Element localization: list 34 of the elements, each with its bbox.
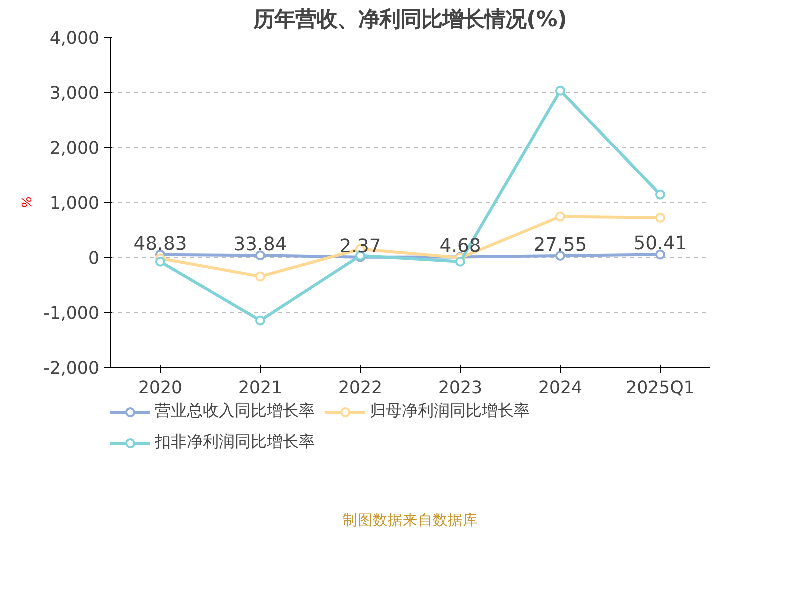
data-label: 27.55 [534, 234, 588, 256]
x-tick-label: 2024 [538, 378, 583, 398]
point [556, 212, 566, 222]
point [456, 256, 466, 267]
x-tick-label: 2025Q1 [626, 378, 695, 398]
data-label: 33.84 [234, 234, 288, 256]
point [656, 250, 666, 260]
point [656, 212, 666, 223]
y-tick-label: 2,000 [50, 139, 100, 159]
y-tick-label: 0 [88, 249, 100, 269]
point [656, 190, 666, 200]
x-tick-label: 2023 [438, 378, 483, 398]
x-tick-label: 2020 [138, 378, 183, 398]
chart-title: 历年营收、净利同比增长情况(%) [252, 8, 568, 32]
y-tick-label: 3,000 [50, 84, 100, 104]
point [256, 250, 266, 261]
y-axis-title: % [20, 196, 36, 209]
y-tick-label: 4,000 [50, 29, 100, 49]
text: 制图数据来自数据库 [343, 512, 478, 529]
y-tick-label: -2,000 [44, 359, 100, 379]
point [556, 250, 566, 261]
x-tick-label: 2021 [238, 378, 283, 398]
legend-label: 归母净利润同比增长率 [370, 401, 530, 422]
legend-label: 营业总收入同比增长率 [155, 401, 315, 422]
point [556, 86, 566, 96]
point [256, 316, 266, 326]
data-label: 50.41 [634, 234, 688, 255]
point [156, 256, 166, 267]
y-tick-label: -1,000 [44, 304, 100, 324]
legend-label: 扣非净利润同比增长率 [155, 432, 315, 453]
point [256, 272, 266, 282]
x-tick-label: 2022 [338, 378, 383, 398]
y-tick-label: 1,000 [50, 194, 100, 214]
data-label: 48.83 [134, 234, 188, 255]
